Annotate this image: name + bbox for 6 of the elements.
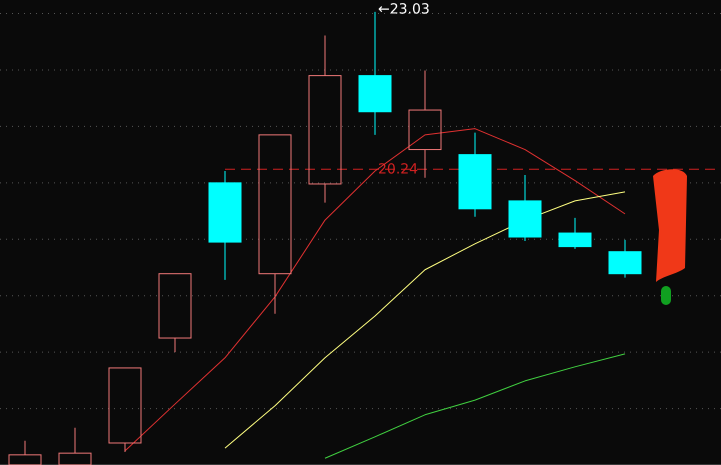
line-series [124,128,626,452]
candlestick [308,35,342,204]
line-series [224,191,626,449]
candlestick [208,170,242,280]
y-tick-label: ←23.03 [378,1,430,18]
line-series [324,353,626,459]
